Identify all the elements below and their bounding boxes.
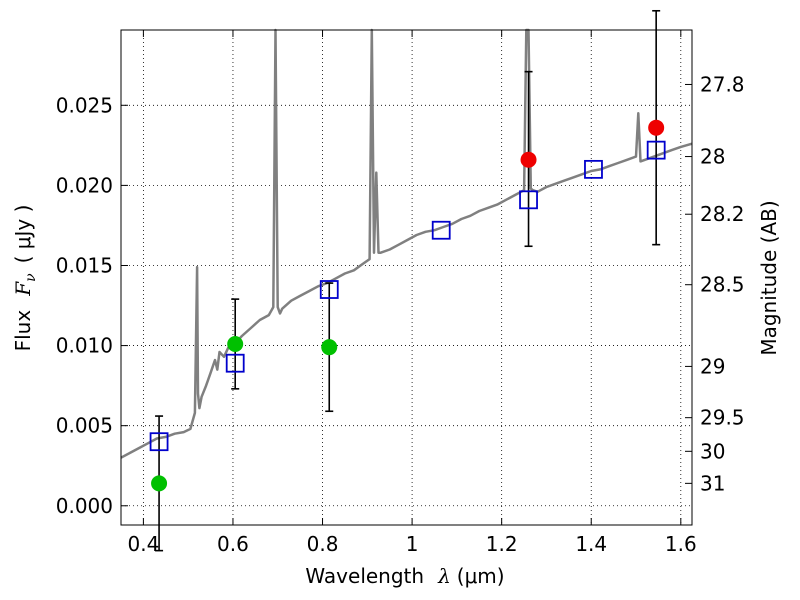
point-layer	[151, 119, 665, 492]
y-axis-symbol: F	[11, 281, 35, 297]
plot-frame	[120, 29, 693, 526]
y2-tick-label: 29	[700, 354, 725, 378]
y-tick-label: 0.010	[56, 334, 113, 358]
model-box	[584, 159, 603, 179]
y-tick-label: 0.015	[56, 253, 113, 277]
y2-tick-label: 27.8	[700, 72, 745, 96]
x-tick-label: 1	[406, 532, 419, 556]
x-tick-label: 1.6	[665, 532, 697, 556]
y-axis-unit: ( μJy )	[11, 205, 35, 264]
model-box	[431, 220, 451, 240]
y2-tick-label: 28	[700, 145, 725, 169]
x-tick-label: 0.8	[307, 532, 339, 556]
label-layer: 0.4 0.6 0.8 1 1.2 1.4 1.6 0.000 0.005 0.010 0.015 0…	[56, 72, 745, 556]
y-tick-label: 0.005	[56, 414, 113, 438]
hst-point	[151, 475, 168, 492]
y-axis-symbol-sub: ν	[23, 273, 39, 282]
x-axis-symbol: λ	[437, 564, 451, 588]
spectrum-line	[120, 28, 693, 459]
y2-tick-label: 28.2	[700, 202, 745, 226]
y-axis-title: Flux Fν ( μJy )	[11, 205, 39, 352]
spectrum-layer	[120, 28, 693, 459]
tick-layer	[121, 30, 692, 525]
hst-point	[321, 339, 338, 356]
y2-tick-label: 29.5	[700, 406, 745, 430]
x-tick-label: 1.4	[575, 532, 607, 556]
box-layer	[149, 140, 666, 452]
grid-layer	[121, 30, 692, 525]
ir-point	[648, 119, 665, 136]
x-axis-title: Wavelength λ (μm)	[305, 564, 504, 588]
x-tick-label: 1.2	[486, 532, 518, 556]
model-box	[319, 280, 339, 299]
model-box	[646, 140, 666, 160]
model-box	[225, 353, 245, 373]
x-axis-unit: (μm)	[457, 564, 505, 588]
y-tick-label: 0.025	[56, 93, 113, 117]
y2-tick-label: 30	[700, 439, 725, 463]
y-tick-label: 0.000	[56, 494, 113, 518]
y-tick-label: 0.020	[56, 173, 113, 197]
hst-point	[227, 335, 244, 352]
x-tick-label: 0.4	[127, 532, 159, 556]
x-axis-title-text: Wavelength	[305, 564, 424, 588]
model-box	[519, 190, 538, 210]
ir-point	[520, 151, 537, 168]
y2-tick-label: 31	[700, 471, 725, 495]
model-box	[149, 432, 169, 452]
y2-axis-title: Magnitude (AB)	[757, 200, 781, 355]
errorbar-layer	[155, 9, 661, 552]
y-axis-title-text: Flux	[11, 310, 35, 352]
y2-tick-label: 28.5	[700, 273, 745, 297]
x-tick-label: 0.6	[217, 532, 249, 556]
